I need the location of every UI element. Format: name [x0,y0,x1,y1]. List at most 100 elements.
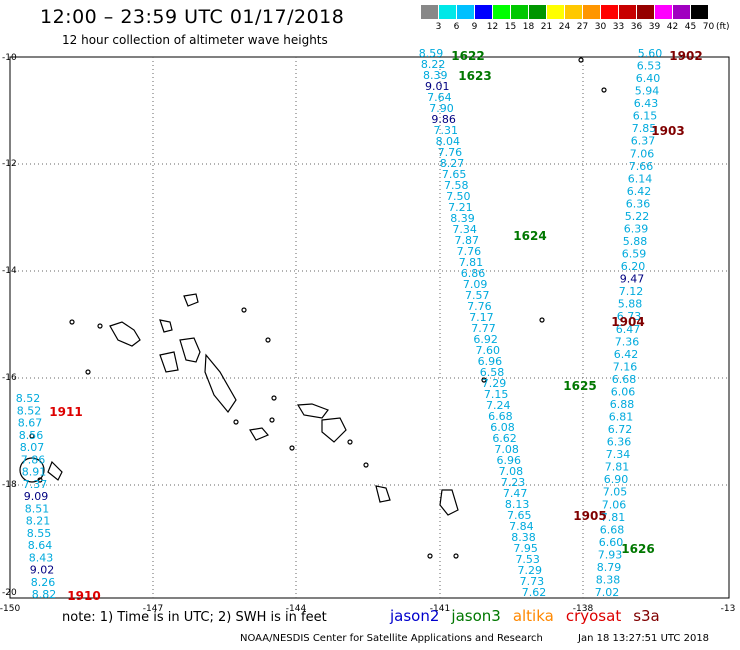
wave-height-value: 8.13 [505,498,530,511]
wave-height-value: 7.47 [503,487,528,500]
wave-height-value: 7.08 [494,443,519,456]
track-id-label: 1623 [458,69,491,83]
wave-height-value: 7.86 [21,453,46,466]
wave-height-value: 7.87 [454,234,479,247]
wave-height-value: 8.64 [28,539,53,552]
wave-height-value: 6.59 [622,248,647,261]
legend-item-altika: altika [512,607,554,625]
island-dot [289,445,295,451]
colorbar-label: 45 [684,22,697,32]
wave-height-value: 7.12 [619,285,644,298]
wave-height-value: 5.88 [618,298,643,311]
legend-item-s3a: s3a [633,607,660,625]
colorbar-swatch [655,5,672,19]
wave-height-value: 6.86 [461,267,486,280]
colorbar-label: 9 [471,22,478,32]
wave-height-value: 6.68 [488,410,513,423]
colorbar-swatch [439,5,456,19]
colorbar-swatch [565,5,582,19]
wave-height-value: 7.57 [465,289,490,302]
wave-height-value: 7.64 [427,91,452,104]
colorbar-swatch [601,5,618,19]
wave-height-value: 6.14 [628,172,653,185]
latitude-tick-label: -20 [2,588,17,598]
wave-height-value: 8.22 [421,58,446,71]
colorbar-label: 21 [540,22,553,32]
island-outline [321,417,347,443]
track-id-label: 1903 [651,124,684,138]
wave-height-value: 7.16 [613,360,638,373]
colorbar-swatch [583,5,600,19]
longitude-tick-label: -147 [143,604,163,614]
wave-height-value: 8.26 [31,576,56,589]
wave-height-value: 6.68 [600,523,625,536]
colorbar-swatch [547,5,564,19]
wave-height-value: 5.22 [625,210,650,223]
wave-height-value: 6.42 [627,185,652,198]
wave-height-value: 7.23 [501,476,526,489]
island-dot [363,462,369,468]
island-dot [578,57,584,63]
wave-height-value: 8.52 [17,404,42,417]
wave-height-value: 7.29 [482,377,507,390]
wave-height-value: 8.52 [16,392,41,405]
colorbar-label: 15 [504,22,517,32]
colorbar-swatch [637,5,654,19]
wave-height-value: 8.04 [436,135,461,148]
island-outline [179,337,201,363]
wave-height-value: 6.06 [611,385,636,398]
island-dot [269,417,275,423]
wave-height-value: 7.85 [632,122,657,135]
island-dot [271,395,277,401]
colorbar-label: 18 [522,22,535,32]
wave-height-value: 7.09 [463,278,488,291]
island-outline [47,460,63,481]
wave-height-value: 7.53 [515,553,540,566]
wave-height-value: 6.47 [616,323,641,336]
island-outline [183,293,199,307]
island-dot [347,439,353,445]
colorbar-swatch [493,5,510,19]
wave-height-value: 6.53 [637,60,662,73]
generated-timestamp: Jan 18 13:27:51 UTC 2018 [578,633,710,644]
wave-height-value: 7.62 [522,586,547,599]
wave-height-value: 8.39 [450,212,475,225]
axis-ticks: -150 -147 -144 -141 -138 -13 -10 -12 -14 -16 -18 -2… [0,53,735,614]
longitude-tick-label: -144 [286,604,307,614]
page-subtitle: 12 hour collection of altimeter wave hei… [62,33,328,47]
wave-height-value: 6.81 [609,411,634,424]
wave-height-value: 7.93 [598,548,623,561]
wave-height-value: 6.68 [612,373,637,386]
wave-height-value: 9.01 [425,80,450,93]
island-dot [85,369,91,375]
wave-height-value: 7.36 [615,335,640,348]
wave-height-value: 7.60 [476,344,501,357]
track-id-label: 1910 [67,589,100,603]
wave-height-value: 7.76 [438,146,463,159]
colorbar-label: 3 [435,22,442,32]
wave-height-value: 6.40 [636,72,661,85]
island-dot [241,307,247,313]
island-dot [29,433,35,439]
atoll-ring [19,457,45,483]
wave-height-value: 6.62 [492,432,517,445]
longitude-tick-label: -150 [0,604,20,614]
track-id-label: 1624 [513,229,546,243]
island-outline [159,319,173,333]
colorbar-swatch [529,5,546,19]
island-outline [296,403,329,419]
colorbar-swatch [457,5,474,19]
wave-height-value: 6.90 [604,473,629,486]
track-id-label: 1626 [621,542,654,556]
colorbar-swatch [619,5,636,19]
wave-height-value: 6.96 [478,355,503,368]
island-dot [539,317,545,323]
track-id-label: 1622 [451,49,484,63]
wave-height-value: 8.39 [423,69,448,82]
island-outline [375,485,391,503]
island-outline [439,489,459,516]
colorbar-swatch [421,5,438,19]
wave-height-value: 7.73 [520,575,545,588]
wave-height-value: 6.88 [610,398,635,411]
